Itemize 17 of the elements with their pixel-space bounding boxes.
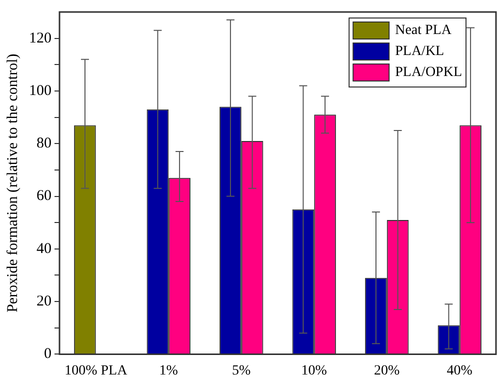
legend-label: PLA/KL <box>395 44 444 60</box>
y-tick-label: 80 <box>36 136 52 152</box>
legend-label: Neat PLA <box>395 23 452 38</box>
x-tick-label: 10% <box>301 363 328 378</box>
x-tick-label: 5% <box>232 363 252 378</box>
x-tick-label: 100% PLA <box>64 363 128 378</box>
y-tick-label: 120 <box>29 30 52 46</box>
y-tick-label: 40 <box>36 240 52 257</box>
x-tick-label: 20% <box>374 363 400 378</box>
y-tick-label: 100 <box>29 82 52 99</box>
x-tick-label: 1% <box>159 363 178 378</box>
x-tick-label: 40% <box>446 363 473 378</box>
y-tick-label: 0 <box>44 346 52 362</box>
y-tick-label: 20 <box>36 293 52 310</box>
y-axis-title: Peroxide formation (relative to the control) <box>4 54 21 312</box>
legend-label: PLA/OPKL <box>395 65 462 80</box>
y-tick-label: 60 <box>36 188 52 204</box>
